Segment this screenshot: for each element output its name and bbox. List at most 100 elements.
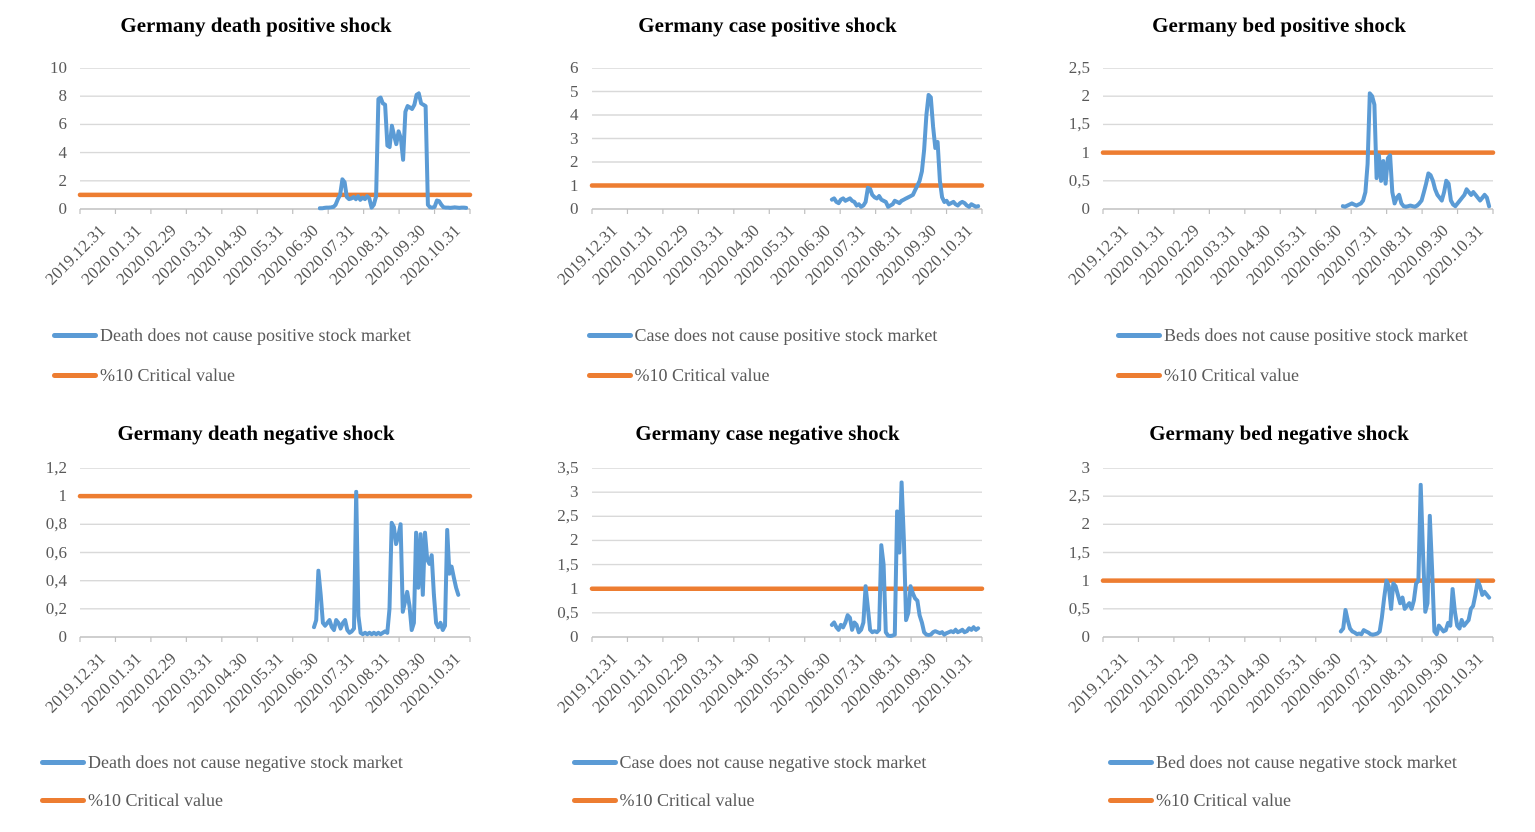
- series-line-legend-marker: [52, 332, 98, 338]
- y-axis-tick-label: 0: [570, 199, 579, 218]
- y-axis-tick-label: 0,6: [45, 542, 67, 562]
- series-line: [1338, 482, 1492, 637]
- plot-area: [589, 468, 984, 642]
- legend-entry-critical: %10 Critical value: [40, 788, 223, 812]
- y-axis-tick-label: 0: [58, 199, 68, 218]
- y-axis-tick-label: 10: [50, 58, 67, 77]
- y-axis-tick-label: 2: [570, 530, 579, 550]
- y-axis-tick-label: 0: [1081, 627, 1091, 646]
- series-line-legend-marker: [586, 332, 633, 338]
- chart-panel-germany-bed-negative-shock: Germany bed negative shock 0 0,5 1 1,5 2 2,5 3 2…: [1023, 410, 1535, 832]
- chart-title: Germany bed negative shock: [1149, 421, 1409, 445]
- chart-panel-germany-case-negative-shock: Germany case negative shock 0 0,5 1 1,5 2 2,5 3…: [512, 410, 1024, 832]
- legend-entry-critical: %10 Critical value: [571, 788, 755, 812]
- y-axis-tick-label: 0: [58, 627, 68, 646]
- legend-entry-series: Case does not cause positive stock marke…: [586, 323, 938, 347]
- plot-area: [1100, 468, 1496, 642]
- y-axis-tick-label: 4: [58, 142, 68, 162]
- y-axis-tick-label: 0,8: [45, 514, 67, 534]
- y-axis-tick-label: 5: [570, 81, 579, 101]
- y-axis-tick-label: 2: [1081, 86, 1091, 106]
- y-axis-tick-label: 0,5: [1068, 170, 1090, 190]
- legend-label: Death does not cause positive stock mark…: [100, 324, 411, 345]
- critical-value-legend-marker: [1108, 797, 1154, 803]
- critical-value-legend-marker: [40, 797, 86, 803]
- y-axis-tick-label: 0,2: [45, 598, 67, 618]
- y-axis-tick-label: 2,5: [557, 506, 579, 526]
- y-axis-tick-label: 0,5: [557, 602, 579, 622]
- chart-panel-germany-death-negative-shock: Germany death negative shock 0 0,2 0,4 0,6 0,…: [0, 410, 512, 832]
- legend-entry-series: Bed does not cause negative stock market: [1108, 750, 1457, 774]
- legend-entry-series: Death does not cause positive stock mark…: [52, 323, 411, 347]
- y-axis-tick-label: 1,2: [45, 458, 67, 477]
- legend-entry-critical: %10 Critical value: [1108, 788, 1291, 812]
- y-axis-tick-label: 0: [570, 627, 579, 646]
- chart-panel-germany-death-positive-shock: Germany death positive shock 0 2 4 6 8 10 2019.…: [0, 0, 512, 410]
- chart-title: Germany death negative shock: [117, 421, 395, 445]
- legend-label: %10 Critical value: [100, 364, 235, 385]
- y-axis-tick-label: 3: [570, 482, 579, 502]
- series-line-legend-marker: [1116, 332, 1162, 338]
- series-line-legend-marker: [1108, 759, 1154, 765]
- y-axis-tick-label: 2: [1081, 514, 1091, 534]
- y-axis-tick-label: 1,5: [557, 554, 579, 574]
- y-axis-tick-label: 1: [1081, 142, 1091, 162]
- chart-panel-germany-bed-positive-shock: Germany bed positive shock 0 0,5 1 1,5 2 2,5 20…: [1023, 0, 1535, 410]
- y-axis-tick-label: 1: [1081, 570, 1091, 590]
- series-line-legend-marker: [571, 759, 618, 765]
- plot-area: [1100, 68, 1496, 214]
- legend-entry-critical: %10 Critical value: [52, 363, 235, 387]
- y-axis-tick-label: 3,5: [557, 458, 579, 477]
- y-axis-tick-label: 6: [570, 58, 579, 77]
- y-axis-tick-label: 0,4: [45, 570, 67, 590]
- critical-value-legend-marker: [571, 797, 618, 803]
- y-axis-tick-label: 1: [570, 578, 579, 598]
- legend-label: Bed does not cause negative stock market: [1156, 751, 1457, 772]
- y-axis-tick-label: 1,5: [1068, 114, 1090, 134]
- y-axis-tick-label: 2,5: [1068, 58, 1090, 77]
- y-axis-tick-label: 1: [58, 486, 68, 506]
- critical-value-legend-marker: [586, 372, 633, 378]
- plot-area: [589, 68, 984, 214]
- y-axis-tick-label: 2: [570, 152, 579, 171]
- legend-label: %10 Critical value: [634, 364, 770, 385]
- chart-panel-germany-case-positive-shock: Germany case positive shock 0 1 2 3 4 5 6 2019.1…: [512, 0, 1024, 410]
- legend-label: Case does not cause negative stock marke…: [619, 751, 927, 772]
- y-axis-tick-label: 4: [570, 105, 579, 124]
- critical-value-legend-marker: [1116, 372, 1162, 378]
- legend-entry-critical: %10 Critical value: [1116, 363, 1299, 387]
- y-axis-tick-label: 0: [1081, 199, 1091, 218]
- series-line: [312, 489, 461, 637]
- critical-value-legend-marker: [52, 372, 98, 378]
- legend-entry-series: Death does not cause negative stock mark…: [40, 750, 403, 774]
- legend-label: %10 Critical value: [619, 789, 755, 810]
- series-line: [317, 91, 469, 211]
- legend-label: %10 Critical value: [88, 789, 223, 810]
- chart-title: Germany death positive shock: [120, 13, 392, 37]
- legend-label: Case does not cause positive stock marke…: [634, 324, 938, 345]
- y-axis-tick-label: 3: [1081, 458, 1091, 477]
- y-axis-tick-label: 1,5: [1068, 542, 1090, 562]
- legend-entry-series: Beds does not cause positive stock marke…: [1116, 323, 1468, 347]
- y-axis-tick-label: 1: [570, 175, 579, 195]
- series-line: [829, 93, 980, 209]
- y-axis-tick-label: 6: [58, 114, 68, 134]
- chart-title: Germany bed positive shock: [1152, 13, 1406, 37]
- legend-label: %10 Critical value: [1164, 364, 1299, 385]
- legend-label: %10 Critical value: [1156, 789, 1291, 810]
- y-axis-tick-label: 8: [58, 86, 68, 106]
- series-line: [1340, 91, 1492, 209]
- series-line-legend-marker: [40, 759, 86, 765]
- legend-entry-critical: %10 Critical value: [586, 363, 770, 387]
- y-axis-tick-label: 2: [58, 170, 68, 190]
- y-axis-tick-label: 2,5: [1068, 486, 1090, 506]
- plot-area: [77, 468, 473, 642]
- y-axis-tick-label: 3: [570, 128, 579, 148]
- chart-title: Germany case positive shock: [638, 13, 897, 37]
- y-axis-tick-label: 0,5: [1068, 598, 1090, 618]
- series-line: [829, 480, 980, 638]
- legend-label: Death does not cause negative stock mark…: [88, 751, 403, 772]
- chart-title: Germany case negative shock: [635, 421, 900, 445]
- plot-area: [77, 68, 473, 214]
